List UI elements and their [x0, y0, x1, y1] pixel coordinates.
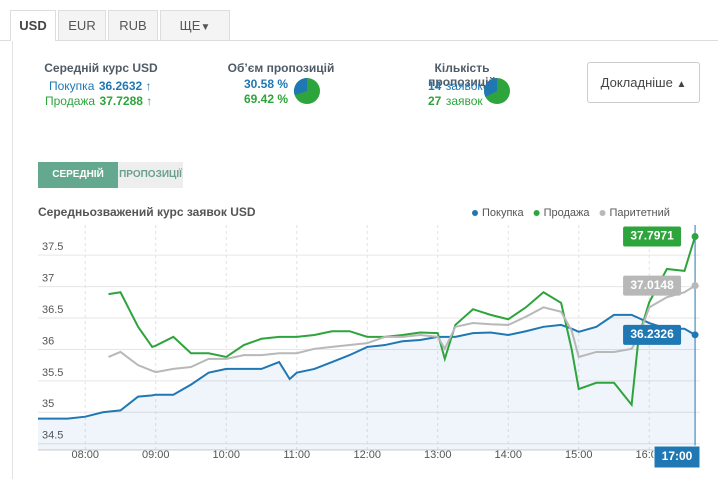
value: 27: [428, 94, 442, 108]
value: 36.2632: [98, 79, 143, 93]
chart-tab[interactable]: СЕРЕДНІЙ КУРС: [38, 162, 118, 206]
summary-title: Кількість пропозицій: [428, 61, 496, 89]
y-tick-label: 36.5: [42, 304, 63, 316]
panel-border: [12, 40, 13, 479]
tab-label: ЩЕ: [179, 18, 201, 33]
badge-label: 37.0148: [630, 278, 674, 292]
dropdown-icon: ▼: [200, 22, 211, 33]
value-badge: 36.2326: [623, 324, 682, 345]
y-tick-label: 35.5: [42, 367, 63, 379]
legend-label: Продажа: [544, 207, 591, 219]
y-tick-label: 36: [42, 335, 54, 347]
x-tick-label: 10:00: [212, 449, 240, 461]
legend-marker: [533, 210, 540, 216]
y-tick-label: 37.5: [42, 241, 63, 253]
tab[interactable]: EUR: [58, 10, 106, 40]
y-tick-label: 37: [42, 272, 54, 284]
x-tick-label: 11:00: [283, 449, 310, 461]
y-tick-label: 34.5: [42, 430, 63, 442]
x-tick-label: 12:00: [353, 449, 381, 461]
x-tick-label: 13:00: [424, 449, 452, 461]
badge-bg: [623, 226, 682, 247]
line: [108, 284, 696, 374]
summary-title: Середній курс USD: [44, 61, 158, 75]
line: [108, 236, 697, 408]
badge-label: 36.2326: [630, 327, 674, 341]
tab[interactable]: RUB: [108, 10, 158, 40]
summary-row: Продажа 37.7288 ↑: [45, 92, 152, 110]
summary-row: Покупка 36.2632 ↑: [49, 77, 152, 95]
value: 30.58 %: [244, 77, 289, 91]
tab-more[interactable]: ЩЕ▼: [160, 10, 230, 40]
label: Покупка: [49, 79, 95, 93]
badge-bg: [623, 275, 682, 296]
x-tick-label: 15:00: [565, 449, 593, 461]
value: 37.7288: [99, 94, 143, 108]
legend-label: Покупка: [482, 207, 524, 219]
line: [38, 313, 696, 420]
y-tick-label: 35: [42, 398, 54, 410]
badge-label: 37.7971: [630, 229, 674, 243]
end-point: [691, 331, 699, 339]
x-tick-label: 09:00: [142, 449, 170, 461]
value-badge: 37.7971: [623, 226, 682, 247]
legend-marker: [599, 210, 606, 216]
legend-label: Паритетний: [610, 207, 670, 219]
value: 14: [428, 79, 442, 93]
legend-marker: [472, 210, 478, 216]
x-tick-label: 14:00: [494, 449, 522, 461]
arrow-icon: ↑: [142, 94, 153, 108]
arrow-icon: ↑: [142, 79, 152, 93]
unit: заявок: [445, 94, 483, 108]
unit: заявок: [445, 79, 483, 93]
summary-row: 14 заявок: [428, 77, 483, 95]
tab[interactable]: USD: [10, 10, 56, 41]
expand-icon: ▲: [676, 79, 687, 90]
area: [38, 314, 696, 450]
button-label: Докладніше: [600, 75, 673, 90]
pie-icon: [484, 78, 510, 104]
x-tick-label: 08:00: [71, 449, 99, 461]
pie-icon: [293, 77, 320, 104]
badge-bg: [623, 324, 682, 345]
summary-title: Об’єм пропозицій: [227, 61, 335, 75]
chart-title: Середньозважений курс заявок USD: [38, 205, 256, 219]
details-button[interactable]: Докладніше ▲: [587, 62, 700, 103]
chart-tab[interactable]: ПРОПОЗИЦІЇ: [118, 162, 183, 188]
crosshair-badge: [653, 445, 701, 469]
tab-divider: [0, 40, 718, 41]
value-badge: 37.0148: [623, 275, 682, 296]
end-point: [691, 282, 699, 290]
summary-row: 27 заявок: [428, 92, 483, 110]
label: Продажа: [45, 94, 96, 108]
end-point: [691, 232, 699, 240]
value: 69.42 %: [244, 92, 289, 106]
crosshair-label: 17:00: [662, 449, 693, 463]
